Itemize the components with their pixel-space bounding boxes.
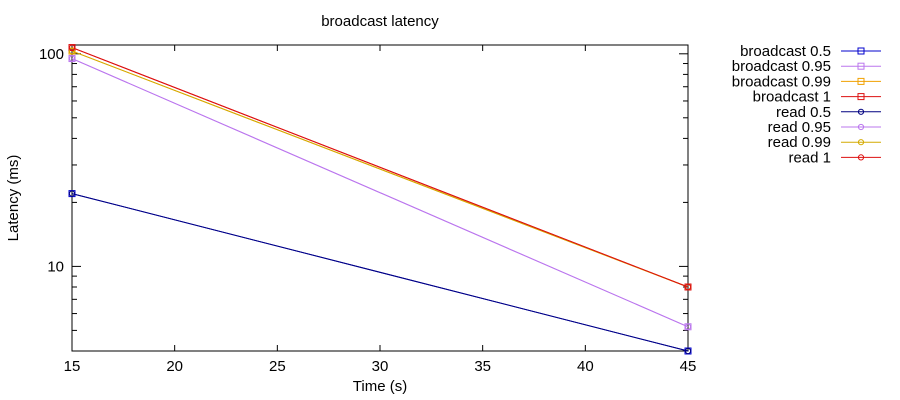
x-tick-label: 25 [269,358,286,375]
data-point-read-0-95 [68,55,76,62]
y-axis-label: Latency (ms) [5,155,22,242]
data-point-read-0-99 [68,47,76,55]
legend-label-broadcast-0-95: broadcast 0.95 [732,58,831,75]
y-tick-label: 100 [39,46,64,63]
y-tick-label: 10 [47,258,64,275]
data-point-read-0-5 [684,347,692,355]
x-tick-label: 35 [474,358,491,375]
legend-label-read-1: read 1 [788,149,831,166]
plot-frame [71,44,689,352]
series-line-read-0-95 [71,58,689,328]
axis-ticks: 15 20 25 30 35 40 45 10 100 [39,45,696,375]
legend-label-read-0-5: read 0.5 [776,104,831,121]
legend-label-broadcast-0-5: broadcast 0.5 [740,43,831,60]
data-point-read-0-5 [68,190,76,197]
data-point-read-0-95 [684,323,692,330]
legend-marker-broadcast-1 [857,93,865,101]
series-lines [71,47,689,352]
legend-marker-broadcast-0-5 [857,47,865,55]
x-axis-label: Time (s) [353,378,407,395]
data-point-read-1 [684,283,692,291]
legend-marker-read-0-99 [857,139,865,146]
x-tick-label: 40 [577,358,594,375]
legend-label-read-0-99: read 0.99 [768,134,831,151]
legend-marker-read-1 [857,154,865,161]
series-line-read-1 [71,47,689,288]
x-tick-label: 20 [166,358,183,375]
data-point-read-1 [68,44,76,51]
x-tick-label: 30 [372,358,389,375]
series-markers [68,44,692,355]
legend-label-read-0-95: read 0.95 [768,119,831,136]
series-line-read-0-5 [71,193,689,352]
legend-label-broadcast-1: broadcast 1 [753,89,831,106]
x-tick-label: 45 [680,358,697,375]
legend-marker-broadcast-0-95 [857,62,865,70]
series-line-read-0-99 [71,50,689,288]
legend-label-broadcast-0-99: broadcast 0.99 [732,73,831,90]
legend-marker-read-0-5 [857,108,865,115]
x-tick-label: 15 [64,358,81,375]
chart-title: broadcast latency [321,13,439,30]
legend-marker-read-0-95 [857,123,865,131]
legend-marker-broadcast-0-99 [857,77,865,85]
